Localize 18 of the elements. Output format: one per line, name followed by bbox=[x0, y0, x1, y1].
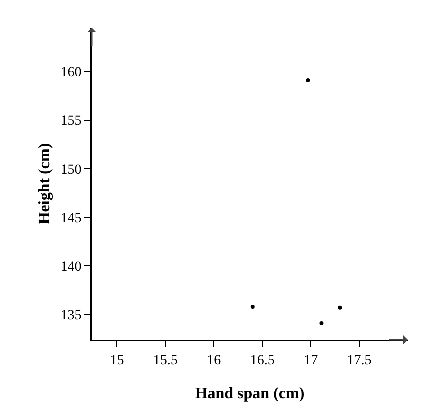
x-tick-label: 15.5 bbox=[153, 353, 178, 368]
y-tick-label: 140 bbox=[60, 260, 82, 276]
y-tick-label: 135 bbox=[60, 308, 82, 324]
y-tick-label: 155 bbox=[60, 114, 82, 130]
y-tick-label: 160 bbox=[60, 66, 82, 81]
x-tick-label: 15 bbox=[110, 353, 124, 368]
point bbox=[338, 306, 342, 310]
y-tick-label: 150 bbox=[60, 162, 82, 178]
x-tick-label: 17.5 bbox=[347, 353, 372, 368]
y-axis-title: Height (cm) bbox=[36, 143, 54, 225]
point bbox=[320, 321, 324, 326]
x-axis-title: Hand span (cm) bbox=[195, 386, 305, 402]
point bbox=[306, 78, 310, 82]
x-tick-label: 16 bbox=[207, 353, 222, 368]
x-tick-label: 16.5 bbox=[250, 353, 275, 368]
y-tick-label: 145 bbox=[60, 211, 82, 226]
x-tick-label: 17 bbox=[304, 353, 318, 368]
point bbox=[250, 304, 255, 309]
